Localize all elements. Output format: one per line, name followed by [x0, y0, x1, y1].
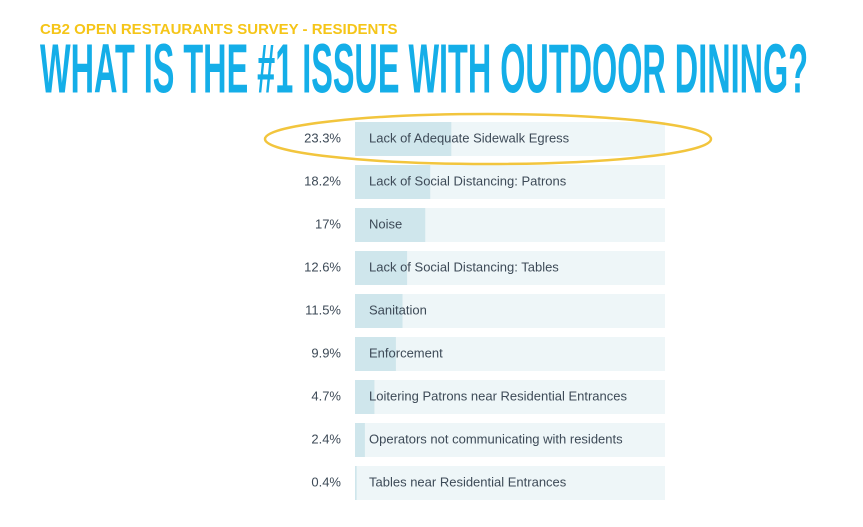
bar — [355, 122, 452, 156]
highlight-ellipse — [263, 112, 713, 166]
category-label: Lack of Social Distancing: Patrons — [369, 173, 567, 188]
value-label: 23.3% — [304, 130, 341, 145]
bar-track — [355, 423, 665, 457]
bar-track — [355, 380, 665, 414]
category-label: Lack of Social Distancing: Tables — [369, 259, 559, 274]
value-label: 9.9% — [311, 345, 341, 360]
value-label: 17% — [315, 216, 341, 231]
bar — [355, 251, 408, 285]
value-label: 11.5% — [305, 302, 341, 317]
category-label: Loitering Patrons near Residential Entra… — [369, 388, 627, 403]
value-label: 2.4% — [311, 431, 341, 446]
bar — [355, 380, 375, 414]
chart-title: WHAT IS THE #1 ISSUE WITH OUTDOOR DINING… — [40, 29, 808, 107]
bar — [355, 165, 431, 199]
bar-track — [355, 337, 665, 371]
category-label: Tables near Residential Entrances — [369, 474, 567, 489]
bar — [355, 337, 396, 371]
bar — [355, 466, 357, 500]
value-label: 18.2% — [304, 173, 341, 188]
category-label: Operators not communicating with residen… — [369, 431, 623, 446]
bar — [355, 423, 365, 457]
category-label: Sanitation — [369, 302, 427, 317]
bar-track — [355, 294, 665, 328]
category-label: Enforcement — [369, 345, 443, 360]
value-label: 12.6% — [304, 259, 341, 274]
value-label: 4.7% — [311, 388, 341, 403]
bar — [355, 294, 403, 328]
category-label: Noise — [369, 216, 402, 231]
value-label: 0.4% — [311, 474, 341, 489]
bar — [355, 208, 426, 242]
bar-track — [355, 466, 665, 500]
bars: 23.3% Lack of Adequate Sidewalk Egress 18.… — [304, 122, 665, 500]
chart-subtitle: CB2 OPEN RESTAURANTS SURVEY - RESIDENTS — [40, 21, 398, 38]
category-label: Lack of Adequate Sidewalk Egress — [369, 130, 570, 145]
